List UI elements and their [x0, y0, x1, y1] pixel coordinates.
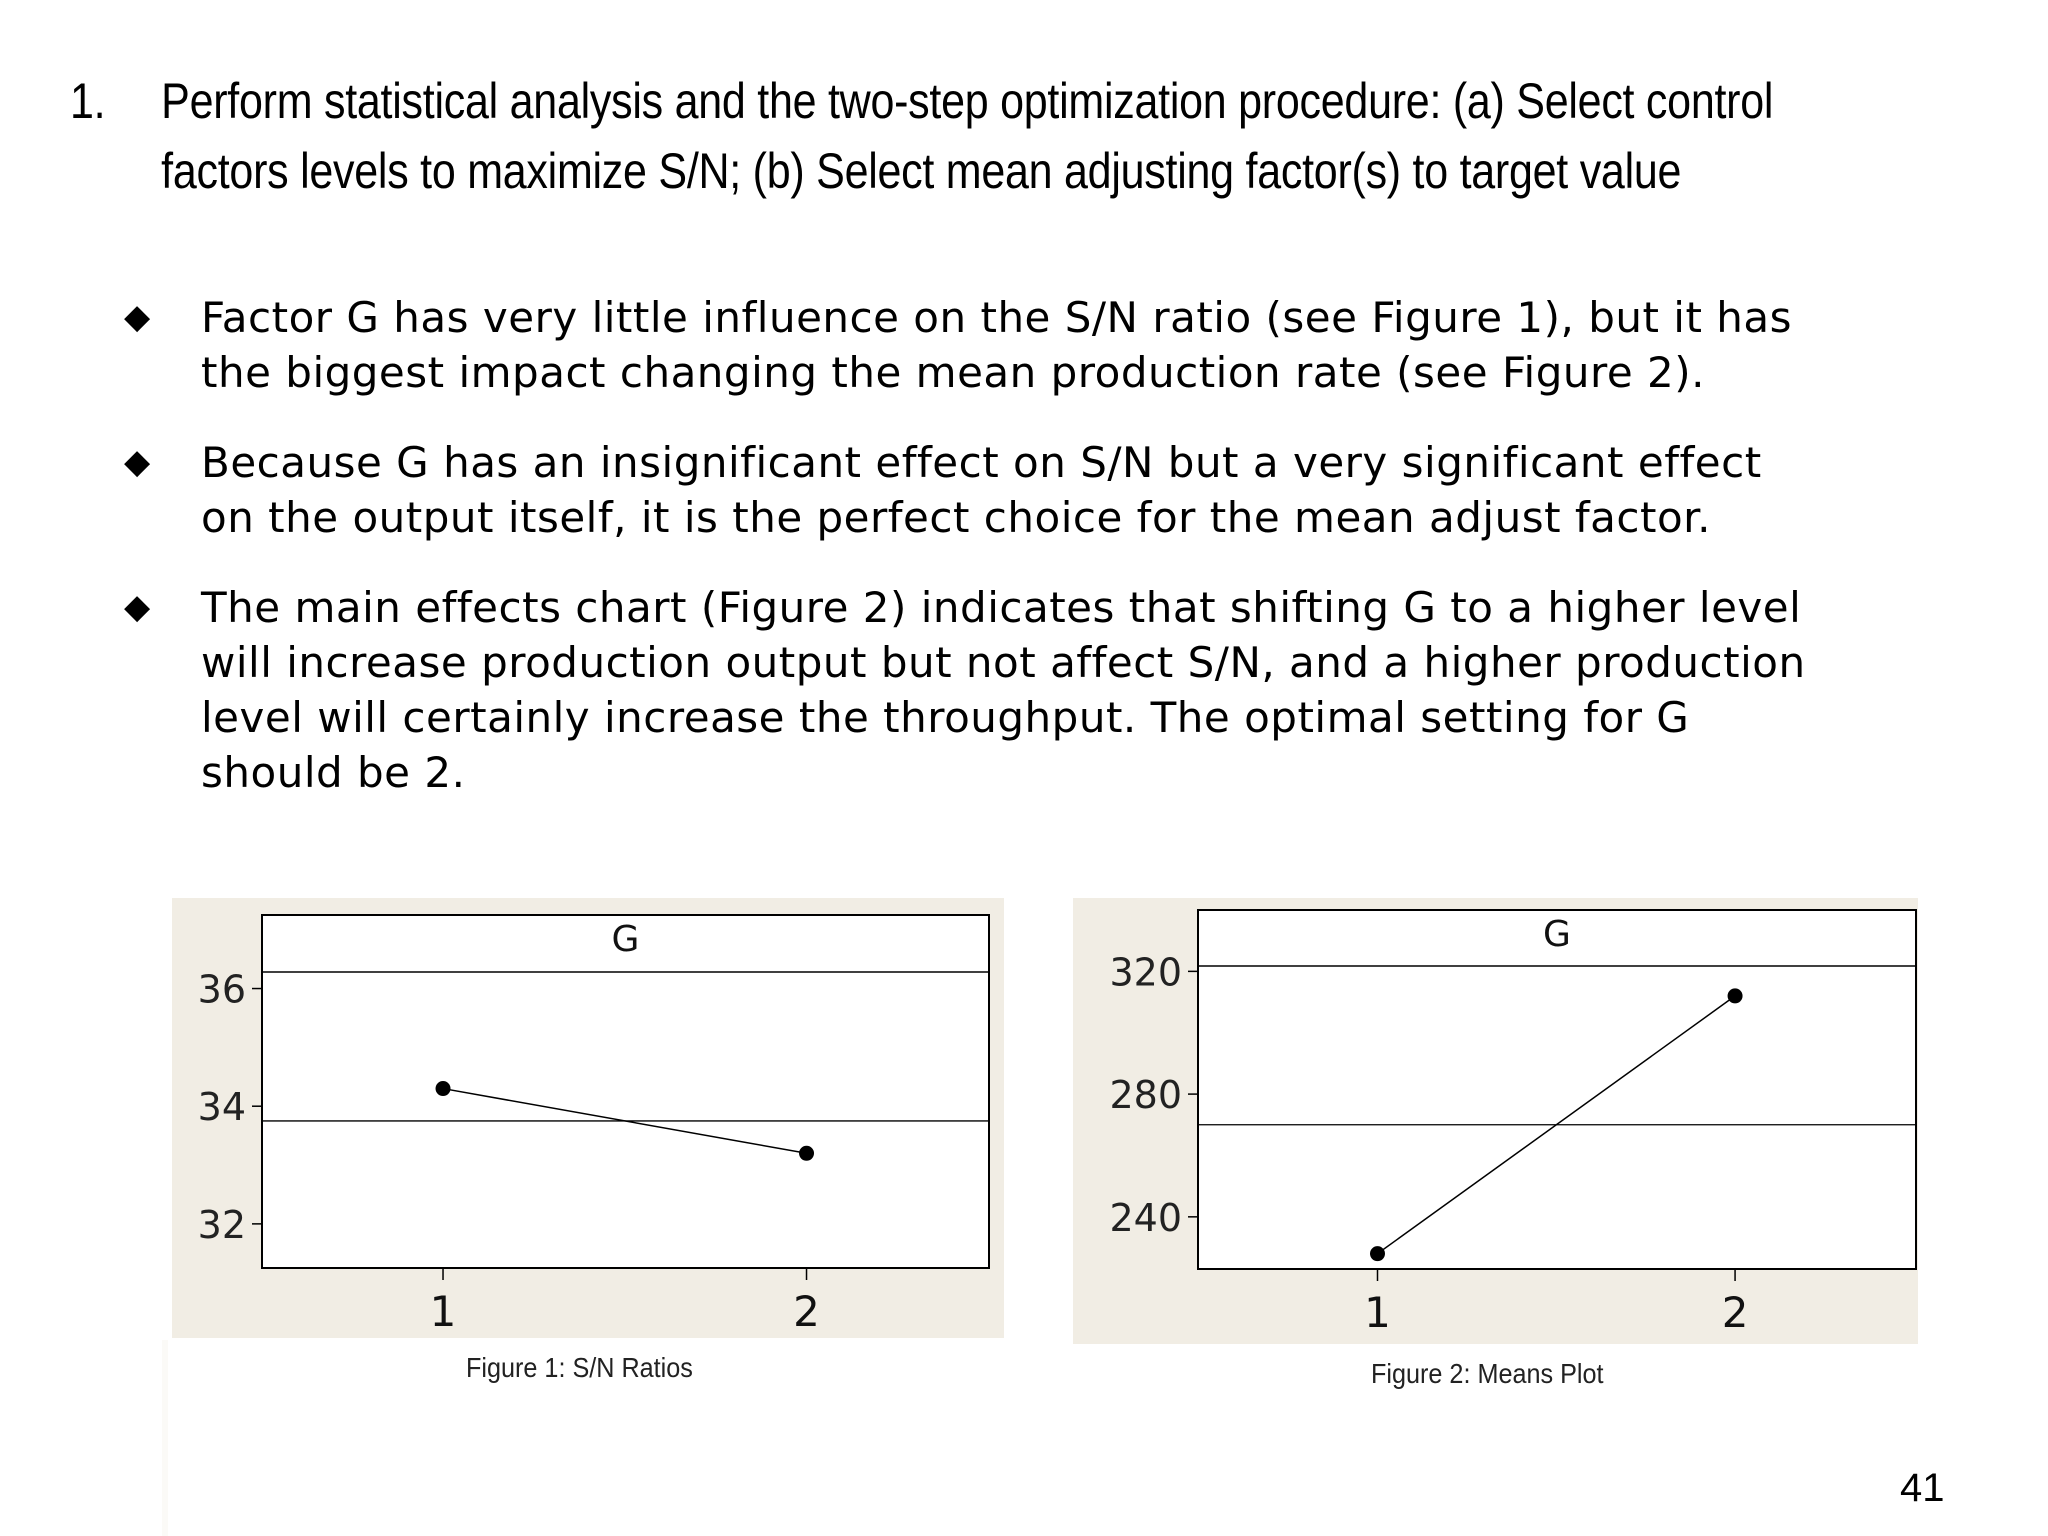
bullet-text-3: The main effects chart (Figure 2) indica…	[201, 580, 1981, 800]
y-tick-label: 36	[198, 968, 246, 1012]
heading-line-2: factors levels to maximize S/N; (b) Sele…	[161, 143, 1682, 199]
x-tick-label: 1	[430, 1287, 457, 1336]
figure-1-caption: Figure 1: S/N Ratios	[466, 1352, 693, 1383]
sn-ratios-chart-svg: G 32 34 36 1 2	[198, 914, 990, 1336]
y-tick-label: 320	[1109, 950, 1182, 994]
bullet-text-1: Factor G has very little influence on th…	[201, 290, 1981, 400]
y-tick-label: 240	[1109, 1196, 1182, 1240]
diamond-bullet-icon: ◆	[124, 587, 151, 627]
panel-title: G	[1543, 914, 1571, 955]
heading-line-1: Perform statistical analysis and the two…	[161, 73, 1774, 129]
panel-title: G	[612, 919, 640, 960]
bullet-3-line-3: level will certainly increase the throug…	[201, 693, 1690, 742]
bullet-3-line-4: should be 2.	[201, 748, 466, 797]
heading-number: 1.	[70, 73, 106, 129]
bullet-text-2: Because G has an insignificant effect on…	[201, 435, 1981, 545]
plot-frame	[261, 914, 990, 1269]
x-tick-label: 1	[1364, 1288, 1391, 1337]
bullet-3-line-2: will increase production output but not …	[201, 638, 1806, 687]
data-point	[435, 1081, 451, 1097]
bullet-2-line-2: on the output itself, it is the perfect …	[201, 493, 1711, 542]
means-plot-chart-svg: G 240 280 320 1 2	[1109, 909, 1917, 1337]
bullet-3-line-1: The main effects chart (Figure 2) indica…	[201, 583, 1802, 632]
series-line	[1377, 995, 1736, 1255]
y-tick-label: 32	[198, 1203, 246, 1247]
figure-2-caption: Figure 2: Means Plot	[1371, 1358, 1604, 1389]
page-number: 41	[1900, 1466, 1945, 1510]
y-tick-label: 280	[1109, 1073, 1182, 1117]
bullet-2-line-1: Because G has an insignificant effect on…	[201, 438, 1762, 487]
y-tick-label: 34	[198, 1085, 246, 1129]
data-point	[1370, 1246, 1385, 1262]
diamond-bullet-icon: ◆	[124, 442, 151, 482]
bullet-1-line-1: Factor G has very little influence on th…	[201, 293, 1793, 342]
sn-ratios-chart: G 32 34 36 1 2	[172, 898, 1004, 1338]
heading-text: Perform statistical analysis and the two…	[161, 66, 1821, 206]
x-tick-label: 2	[1722, 1288, 1749, 1337]
means-plot-chart: G 240 280 320 1 2	[1073, 898, 1918, 1344]
bullet-1-line-2: the biggest impact changing the mean pro…	[201, 348, 1705, 397]
decorative-strip	[162, 1340, 168, 1536]
plot-frame	[1197, 909, 1917, 1270]
diamond-bullet-icon: ◆	[124, 297, 151, 337]
data-point	[1727, 988, 1743, 1004]
data-point	[799, 1145, 815, 1161]
series-line	[442, 1087, 807, 1155]
x-tick-label: 2	[793, 1287, 820, 1336]
